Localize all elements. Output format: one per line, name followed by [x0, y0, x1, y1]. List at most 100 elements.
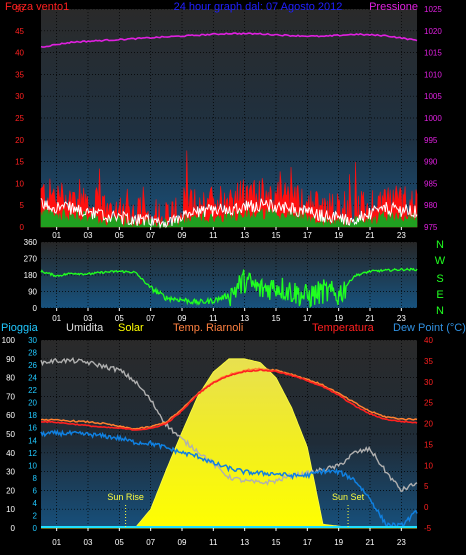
y-tick-label-pressure: 1010 [424, 70, 442, 79]
pressure-line [40, 32, 418, 48]
y-tick-label-humidity: 70 [6, 392, 15, 401]
y-tick-label-temperature: 40 [424, 336, 433, 345]
x-tick-label: 15 [272, 231, 281, 240]
x-tick-label: 15 [272, 538, 281, 547]
y-tick-label-direction: 0 [33, 304, 38, 313]
y-tick-label-rain: 20 [28, 399, 37, 408]
compass-label: E [436, 289, 443, 301]
x-tick-label: 09 [178, 538, 187, 547]
y-tick-label-pressure: 980 [424, 201, 438, 210]
y-tick-label-temperature: 30 [424, 378, 433, 387]
y-tick-label-wind: 5 [20, 201, 25, 210]
y-tick-label-wind: 35 [15, 70, 24, 79]
y-tick-label-temperature: 25 [424, 399, 433, 408]
x-tick-label: 21 [366, 231, 375, 240]
wind-gust-area [40, 150, 418, 228]
x-tick-label: 01 [52, 231, 61, 240]
x-tick-label: 23 [397, 231, 406, 240]
x-tick-label: 01 [52, 538, 61, 547]
y-tick-label-rain: 6 [33, 486, 38, 495]
x-tick-label: 21 [366, 538, 375, 547]
x-tick-label: 19 [334, 314, 343, 323]
y-tick-label-pressure: 990 [424, 158, 438, 167]
panel3-marks [40, 357, 418, 529]
y-tick-label-pressure: 1005 [424, 92, 442, 101]
y-tick-label-pressure: 975 [424, 223, 438, 232]
x-tick-label: 23 [397, 538, 406, 547]
y-tick-label-rain: 2 [33, 511, 38, 520]
y-tick-label-humidity: 50 [6, 430, 15, 439]
x-tick-label: 17 [303, 538, 312, 547]
x-tick-label: 21 [366, 314, 375, 323]
y-tick-label-pressure: 1020 [424, 27, 442, 36]
temperature-line [41, 368, 418, 431]
compass-label: N [436, 239, 444, 251]
axis-ticks: 0510152025303540455097598098599099510001… [2, 5, 446, 547]
y-tick-label-rain: 28 [28, 349, 37, 358]
y-tick-label-pressure: 985 [424, 179, 438, 188]
chart-title: 24 hour graph dal: 07 Agosto 2012 [174, 1, 343, 13]
y-tick-label-rain: 12 [28, 449, 37, 458]
x-tick-label: 11 [209, 231, 218, 240]
panel1-marks [40, 32, 418, 229]
pressure-label: Pressione [369, 1, 418, 13]
wind-direction-line [40, 267, 418, 309]
y-tick-label-wind: 0 [20, 223, 25, 232]
y-tick-label-rain: 14 [28, 436, 37, 445]
solar-label: Solar [118, 322, 144, 334]
y-tick-label-rain: 10 [28, 461, 37, 470]
y-tick-label-humidity: 20 [6, 486, 15, 495]
y-tick-label-temperature: 20 [424, 420, 433, 429]
x-tick-label: 09 [178, 314, 187, 323]
y-tick-label-wind: 10 [15, 179, 24, 188]
x-tick-label: 13 [240, 538, 249, 547]
x-tick-label: 03 [84, 231, 93, 240]
humidity-label: Umidita [66, 322, 104, 334]
y-tick-label-direction: 90 [28, 288, 37, 297]
y-tick-label-humidity: 80 [6, 374, 15, 383]
x-tick-label: 03 [84, 314, 93, 323]
compass-label: W [435, 255, 446, 267]
humidity-line [40, 357, 418, 492]
y-tick-label-rain: 26 [28, 361, 37, 370]
x-tick-label: 07 [146, 314, 155, 323]
y-tick-label-wind: 25 [15, 114, 24, 123]
y-tick-label-wind: 20 [15, 136, 24, 145]
y-tick-label-humidity: 30 [6, 468, 15, 477]
y-tick-label-wind: 15 [15, 158, 24, 167]
x-tick-label: 05 [115, 538, 124, 547]
x-tick-label: 19 [334, 538, 343, 547]
y-tick-label-pressure: 1015 [424, 49, 442, 58]
y-tick-label-temperature: 0 [424, 503, 429, 512]
x-tick-label: 07 [146, 231, 155, 240]
wind-speed-label: Forza vento1 [5, 1, 69, 13]
y-tick-label-humidity: 10 [6, 505, 15, 514]
x-tick-label: 13 [240, 314, 249, 323]
x-tick-label: 15 [272, 314, 281, 323]
x-tick-label: 11 [209, 314, 218, 323]
y-tick-label-humidity: 40 [6, 449, 15, 458]
y-tick-label-temperature: 5 [424, 482, 429, 491]
wind-speed-line [40, 198, 418, 229]
x-tick-label: 07 [146, 538, 155, 547]
y-tick-label-rain: 16 [28, 424, 37, 433]
y-tick-label-wind: 50 [15, 5, 24, 14]
panel1-background [41, 9, 417, 227]
y-tick-label-wind: 30 [15, 92, 24, 101]
x-tick-label: 13 [240, 231, 249, 240]
x-tick-label: 11 [209, 538, 218, 547]
y-tick-label-temperature: 35 [424, 357, 433, 366]
temperature-label: Temperatura [312, 322, 375, 334]
y-tick-label-rain: 22 [28, 386, 37, 395]
x-tick-label: 17 [303, 314, 312, 323]
panel2-marks [40, 267, 418, 309]
y-tick-label-pressure: 995 [424, 136, 438, 145]
y-tick-label-temperature: 10 [424, 461, 433, 470]
y-tick-label-pressure: 1000 [424, 114, 442, 123]
y-tick-label-direction: 360 [24, 238, 38, 247]
x-tick-label: 23 [397, 314, 406, 323]
sun-rise-label: Sun Rise [107, 492, 144, 502]
y-tick-label-direction: 180 [24, 271, 38, 280]
temp-riarnoli-label: Temp. Riarnoli [173, 322, 243, 334]
